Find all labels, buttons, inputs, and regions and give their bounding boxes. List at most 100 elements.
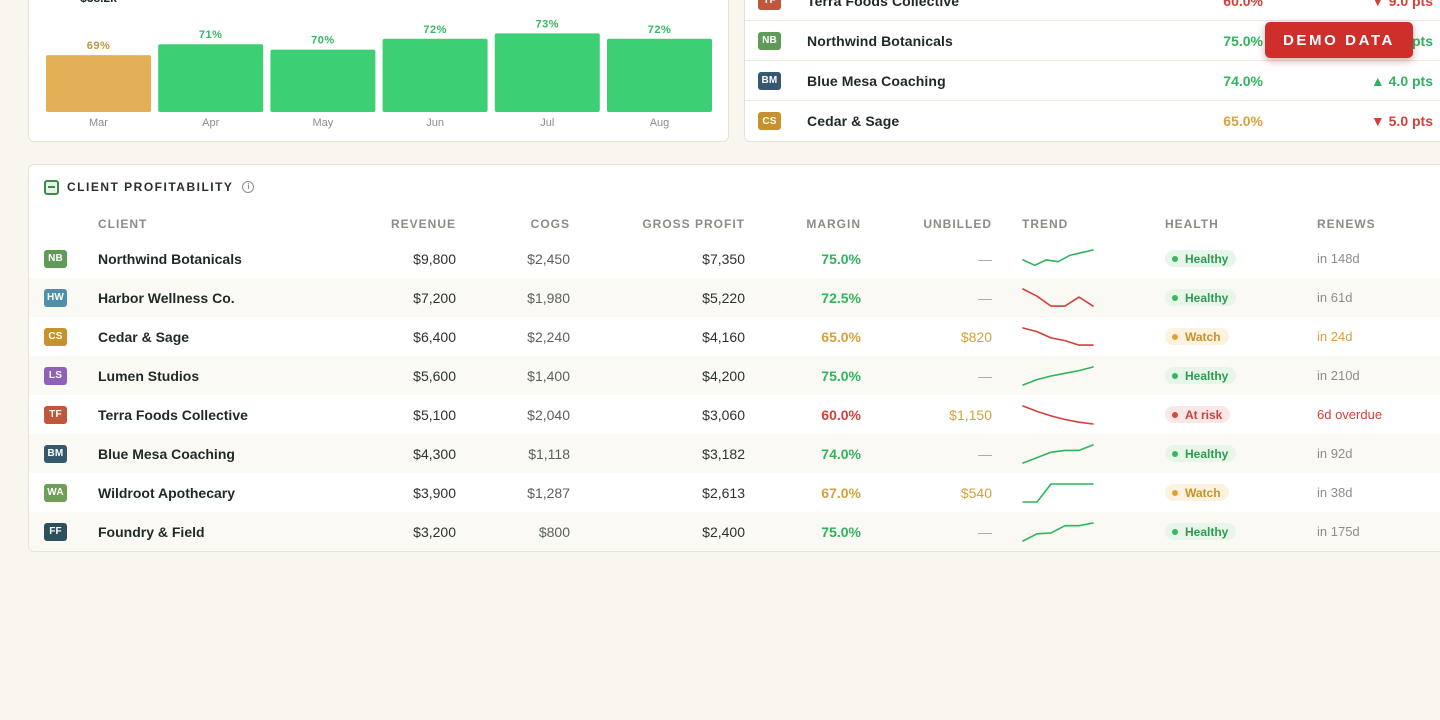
health-badge: Healthy [1165,250,1237,267]
status-dot-icon [1172,489,1178,496]
unbilled-value: — [978,367,992,384]
client-badge-cell: WA [44,473,67,512]
table-row[interactable]: NB Northwind Botanicals $9,800 $2,450 $7,350… [29,239,1440,278]
client-name[interactable]: Wildroot Apothecary [98,484,236,501]
margin-value: 72.5% [821,289,861,306]
trend-sparkline [1022,248,1094,266]
demo-data-stamp: DEMO DATA [1265,22,1413,58]
ranking-row[interactable]: CS Cedar & Sage 65.0% ▼ 5.0 pts [745,101,1440,141]
renews-value: in 92d [1317,446,1353,461]
client-name[interactable]: Harbor Wellness Co. [98,289,235,306]
column-header-unbilled[interactable]: UNBILLED [923,217,992,231]
client-name[interactable]: Cedar & Sage [98,328,190,345]
bar-may[interactable] [270,49,376,112]
trend-sparkline-cell [1022,317,1094,356]
trend-line [1022,287,1094,307]
margin-value: 74.0% [821,445,861,462]
trend-sparkline [1022,287,1094,307]
status-dot-icon [1172,255,1178,262]
margin-value: 75.0% [821,367,861,384]
trend-line [1022,482,1094,503]
health-badge: Watch [1165,484,1229,501]
client-badge: TF [758,0,781,10]
renews-value: in 38d [1317,485,1353,500]
client-profitability-card: CLIENT PROFITABILITY i CLIENT REVENUE CO… [28,164,1440,552]
bar-aug[interactable] [607,38,712,112]
revenue-value: $3,900 [413,484,456,501]
revenue-value: $7,200 [413,289,456,306]
client-badge: BM [758,71,781,90]
bar-value-label-aug: 72% [648,24,672,36]
revenue-value: $4,300 [413,445,456,462]
column-header-renews[interactable]: RENEWS [1317,217,1376,231]
bar-jun[interactable] [382,38,488,112]
column-header-revenue[interactable]: REVENUE [390,217,456,231]
gross-profit-value: $2,400 [702,523,745,540]
client-name[interactable]: Foundry & Field [98,523,205,540]
table-row[interactable]: CS Cedar & Sage $6,400 $2,240 $4,160 65.0% $82… [29,317,1440,356]
revenue-value: $5,100 [413,406,456,423]
cogs-value: $1,400 [527,367,570,384]
column-header-health[interactable]: HEALTH [1165,217,1219,231]
column-header-margin[interactable]: MARGIN [806,217,861,231]
revenue-value: $5,600 [413,367,456,384]
column-header-cogs[interactable]: COGS [530,217,570,231]
health-label: Healthy [1185,368,1229,383]
health-badge: Healthy [1165,289,1237,306]
table-row[interactable]: BM Blue Mesa Coaching $4,300 $1,118 $3,182 74… [29,434,1440,473]
gross-profit-value: $5,220 [702,289,745,306]
trend-sparkline-cell [1022,512,1094,551]
revenue-value: $6,400 [413,328,456,345]
margin-value: 60.0% [821,406,861,423]
table-row[interactable]: WA Wildroot Apothecary $3,900 $1,287 $2,613 6… [29,473,1440,512]
bar-value-label-jul: 73% [536,18,560,30]
client-name[interactable]: Lumen Studios [98,367,200,384]
table-row[interactable]: TF Terra Foods Collective $5,100 $2,040 $3,0… [29,395,1440,434]
category-label-aug: Aug [650,117,670,129]
renews-value: in 24d [1317,329,1353,344]
bar-apr[interactable] [158,44,264,112]
trend-sparkline-cell [1022,239,1094,278]
bar-value-label-jun: 72% [423,24,447,36]
trend-line [1022,326,1094,346]
table-row[interactable]: FF Foundry & Field $3,200 $800 $2,400 75.0% — H… [29,512,1440,551]
margin-value: 67.0% [821,484,861,501]
bar-value-label-may: 70% [311,35,335,47]
table-row[interactable]: HW Harbor Wellness Co. $7,200 $1,980 $5,220 7… [29,278,1440,317]
ranking-row[interactable]: BM Blue Mesa Coaching 74.0% ▲ 4.0 pts [745,61,1440,101]
health-label: Watch [1185,485,1221,500]
client-name[interactable]: Blue Mesa Coaching [98,445,235,462]
trend-sparkline [1022,404,1094,425]
health-cell: Watch [1165,317,1229,356]
cogs-value: $1,980 [527,289,570,306]
info-icon[interactable]: i [242,181,255,193]
health-label: Healthy [1185,251,1229,266]
margin-trend-chart-card: 69% Mar 71% Apr 70% May 72% Jun 73% Jul 72% Aug $38.… [28,0,729,142]
client-badge-cell: BM [44,434,67,473]
revenue-value: $9,800 [413,250,456,267]
ranking-client-name: Northwind Botanicals [807,32,953,49]
column-header-gross-profit[interactable]: GROSS PROFIT [642,217,745,231]
table-icon [44,179,59,195]
client-name[interactable]: Northwind Botanicals [98,250,242,267]
health-label: At risk [1185,407,1223,422]
section-title: CLIENT PROFITABILITY [67,180,234,194]
health-cell: Healthy [1165,512,1237,551]
health-label: Healthy [1185,290,1229,305]
client-badge-cell: HW [44,278,67,317]
client-badge-cell: LS [44,356,67,395]
column-header-client[interactable]: CLIENT [98,217,148,231]
ranking-row[interactable]: TF Terra Foods Collective 60.0% ▼ 9.0 pts [745,0,1440,21]
client-badge-cell: NB [44,239,67,278]
trend-line [1022,248,1094,266]
client-name[interactable]: Terra Foods Collective [98,406,248,423]
health-label: Healthy [1185,446,1229,461]
table-row[interactable]: LS Lumen Studios $5,600 $1,400 $4,200 75.0% — H… [29,356,1440,395]
health-badge: Healthy [1165,445,1237,462]
bar-mar[interactable] [46,55,151,112]
margin-value: 65.0% [821,328,861,345]
bar-jul[interactable] [494,33,600,112]
trend-line [1022,443,1094,464]
health-cell: Healthy [1165,356,1237,395]
trend-sparkline [1022,443,1094,464]
